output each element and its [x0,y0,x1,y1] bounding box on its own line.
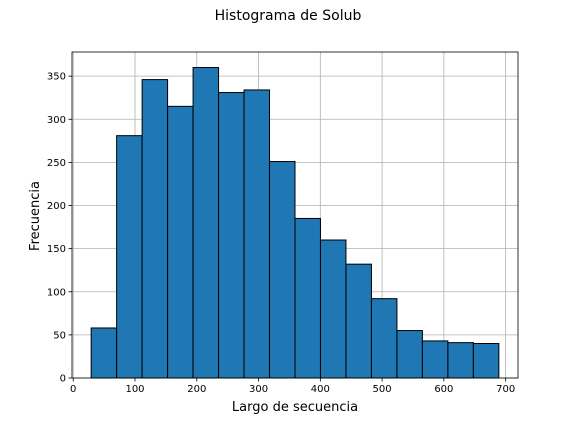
histogram-bar-0 [90,327,118,379]
x-tick-label-4: 400 [311,384,330,395]
histogram-bar-14 [447,342,474,379]
y-tick-label-5: 250 [47,158,66,169]
chart-title: Histograma de Solub [215,8,362,24]
histogram-bar-6 [243,89,271,379]
x-tick-label-0: 0 [70,384,76,395]
x-axis-label: Largo de secuencia [232,400,358,415]
y-tick-label-1: 50 [53,330,66,341]
y-axis-label: Frecuencia [28,181,43,251]
x-tick-label-3: 300 [249,384,268,395]
y-tick-label-7: 350 [47,72,66,83]
x-tick-label-5: 500 [373,384,392,395]
x-tick-label-6: 600 [434,384,453,395]
histogram-bar-2 [141,79,169,379]
y-tick-label-6: 300 [47,115,66,126]
x-tick-label-7: 700 [496,384,515,395]
histogram-bar-1 [116,135,143,379]
histogram-bar-10 [345,263,372,379]
histogram-bar-13 [421,340,449,379]
histogram-bars [90,67,500,379]
histogram-bar-8 [294,217,321,379]
histogram-bar-9 [319,239,347,379]
histogram-bar-11 [370,298,398,379]
x-tick-label-2: 200 [187,384,206,395]
histogram-bar-12 [396,330,423,379]
y-tick-label-4: 200 [47,201,66,212]
histogram-bar-7 [269,161,296,379]
plot-frame [71,51,519,379]
axis-ticks: 0 100 200 300 400 500 600 700 0 50 100 150 200 250 300… [47,72,515,395]
y-tick-label-0: 0 [60,374,66,385]
x-tick-label-1: 100 [125,384,144,395]
y-tick-label-3: 150 [47,244,66,255]
histogram-bar-3 [167,105,194,379]
histogram-bar-5 [218,92,245,379]
y-tick-label-2: 100 [47,287,66,298]
histogram-bar-4 [192,67,220,379]
histogram-bar-15 [472,343,500,379]
